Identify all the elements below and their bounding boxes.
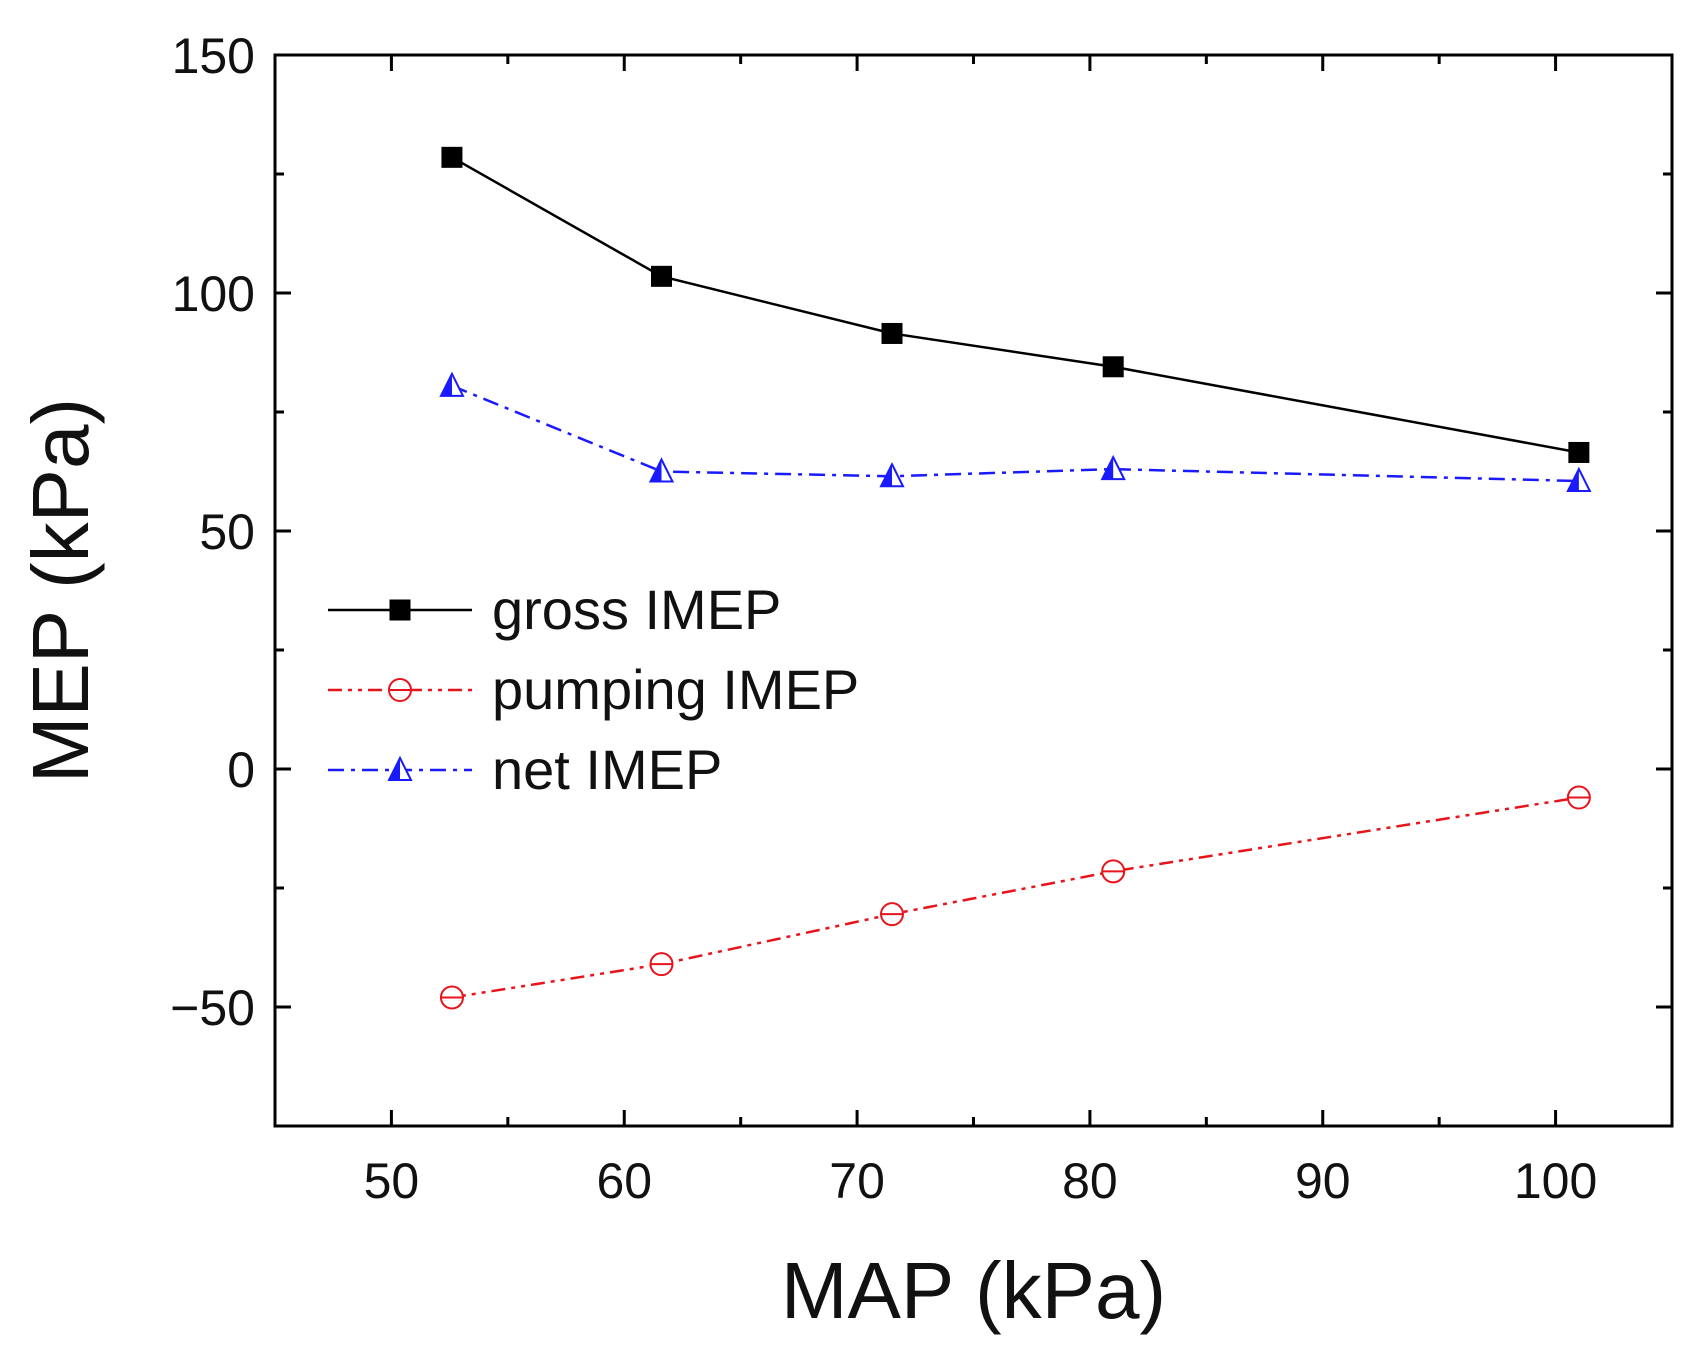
net-imep-point — [439, 371, 465, 397]
axis-tick-labels: 50 60 70 80 90 100 −50 0 50 100 150 — [170, 28, 1597, 1209]
net-imep-point-fill — [1567, 469, 1579, 492]
x-tick-label: 100 — [1514, 1153, 1597, 1209]
x-tick-label: 80 — [1062, 1153, 1118, 1209]
y-tick-label: 0 — [227, 742, 255, 798]
gross-imep-point — [1102, 356, 1124, 378]
legend-pumping-imep-label: pumping IMEP — [492, 658, 859, 721]
net-imep-line — [451, 384, 1579, 483]
y-tick-label: 100 — [172, 266, 255, 322]
x-tick-label: 90 — [1295, 1153, 1351, 1209]
y-axis-title: MEP (kPa) — [16, 398, 105, 783]
axis-ticks — [275, 53, 1672, 1126]
net-imep-point — [1566, 466, 1592, 493]
legend: gross IMEP pumping IMEP net IMEP — [328, 578, 859, 801]
pumping-imep-point — [649, 952, 674, 977]
net-imep-point — [648, 457, 675, 483]
x-tick-label: 60 — [596, 1153, 652, 1209]
pumping-imep-point — [880, 902, 905, 927]
legend-net-imep-marker — [387, 755, 413, 781]
gross-imep-point — [1568, 441, 1590, 463]
pumping-imep-point — [1101, 859, 1126, 884]
net-imep-point-fill — [440, 373, 452, 396]
pumping-imep-point — [1566, 785, 1591, 810]
gross-imep-point — [441, 146, 463, 168]
legend-net-imep-label: net IMEP — [492, 738, 722, 801]
net-imep-point — [879, 462, 905, 488]
x-tick-label: 50 — [364, 1153, 420, 1209]
gross-imep-point — [651, 265, 673, 287]
net-imep-point — [1100, 454, 1126, 481]
legend-gross-imep-marker — [389, 599, 411, 621]
legend-gross-imep-label: gross IMEP — [492, 578, 781, 641]
plot-frame — [273, 53, 1674, 1128]
pumping-imep-line — [451, 796, 1580, 999]
gross-imep-point — [881, 322, 903, 344]
y-tick-label: 50 — [199, 504, 255, 560]
y-tick-label: −50 — [170, 980, 255, 1036]
legend-net-imep-marker-fill — [389, 758, 400, 780]
net-imep-point-fill — [1102, 457, 1114, 480]
x-axis-title: MAP (kPa) — [781, 1246, 1166, 1335]
pumping-imep-point — [439, 985, 464, 1010]
legend-pumping-imep-marker — [388, 678, 412, 702]
x-tick-label: 70 — [829, 1153, 885, 1209]
data-series — [439, 146, 1592, 1010]
net-imep-point-fill — [881, 464, 893, 487]
net-imep-point-fill — [650, 459, 662, 482]
y-tick-label: 150 — [172, 28, 255, 84]
gross-imep-line — [451, 156, 1580, 454]
